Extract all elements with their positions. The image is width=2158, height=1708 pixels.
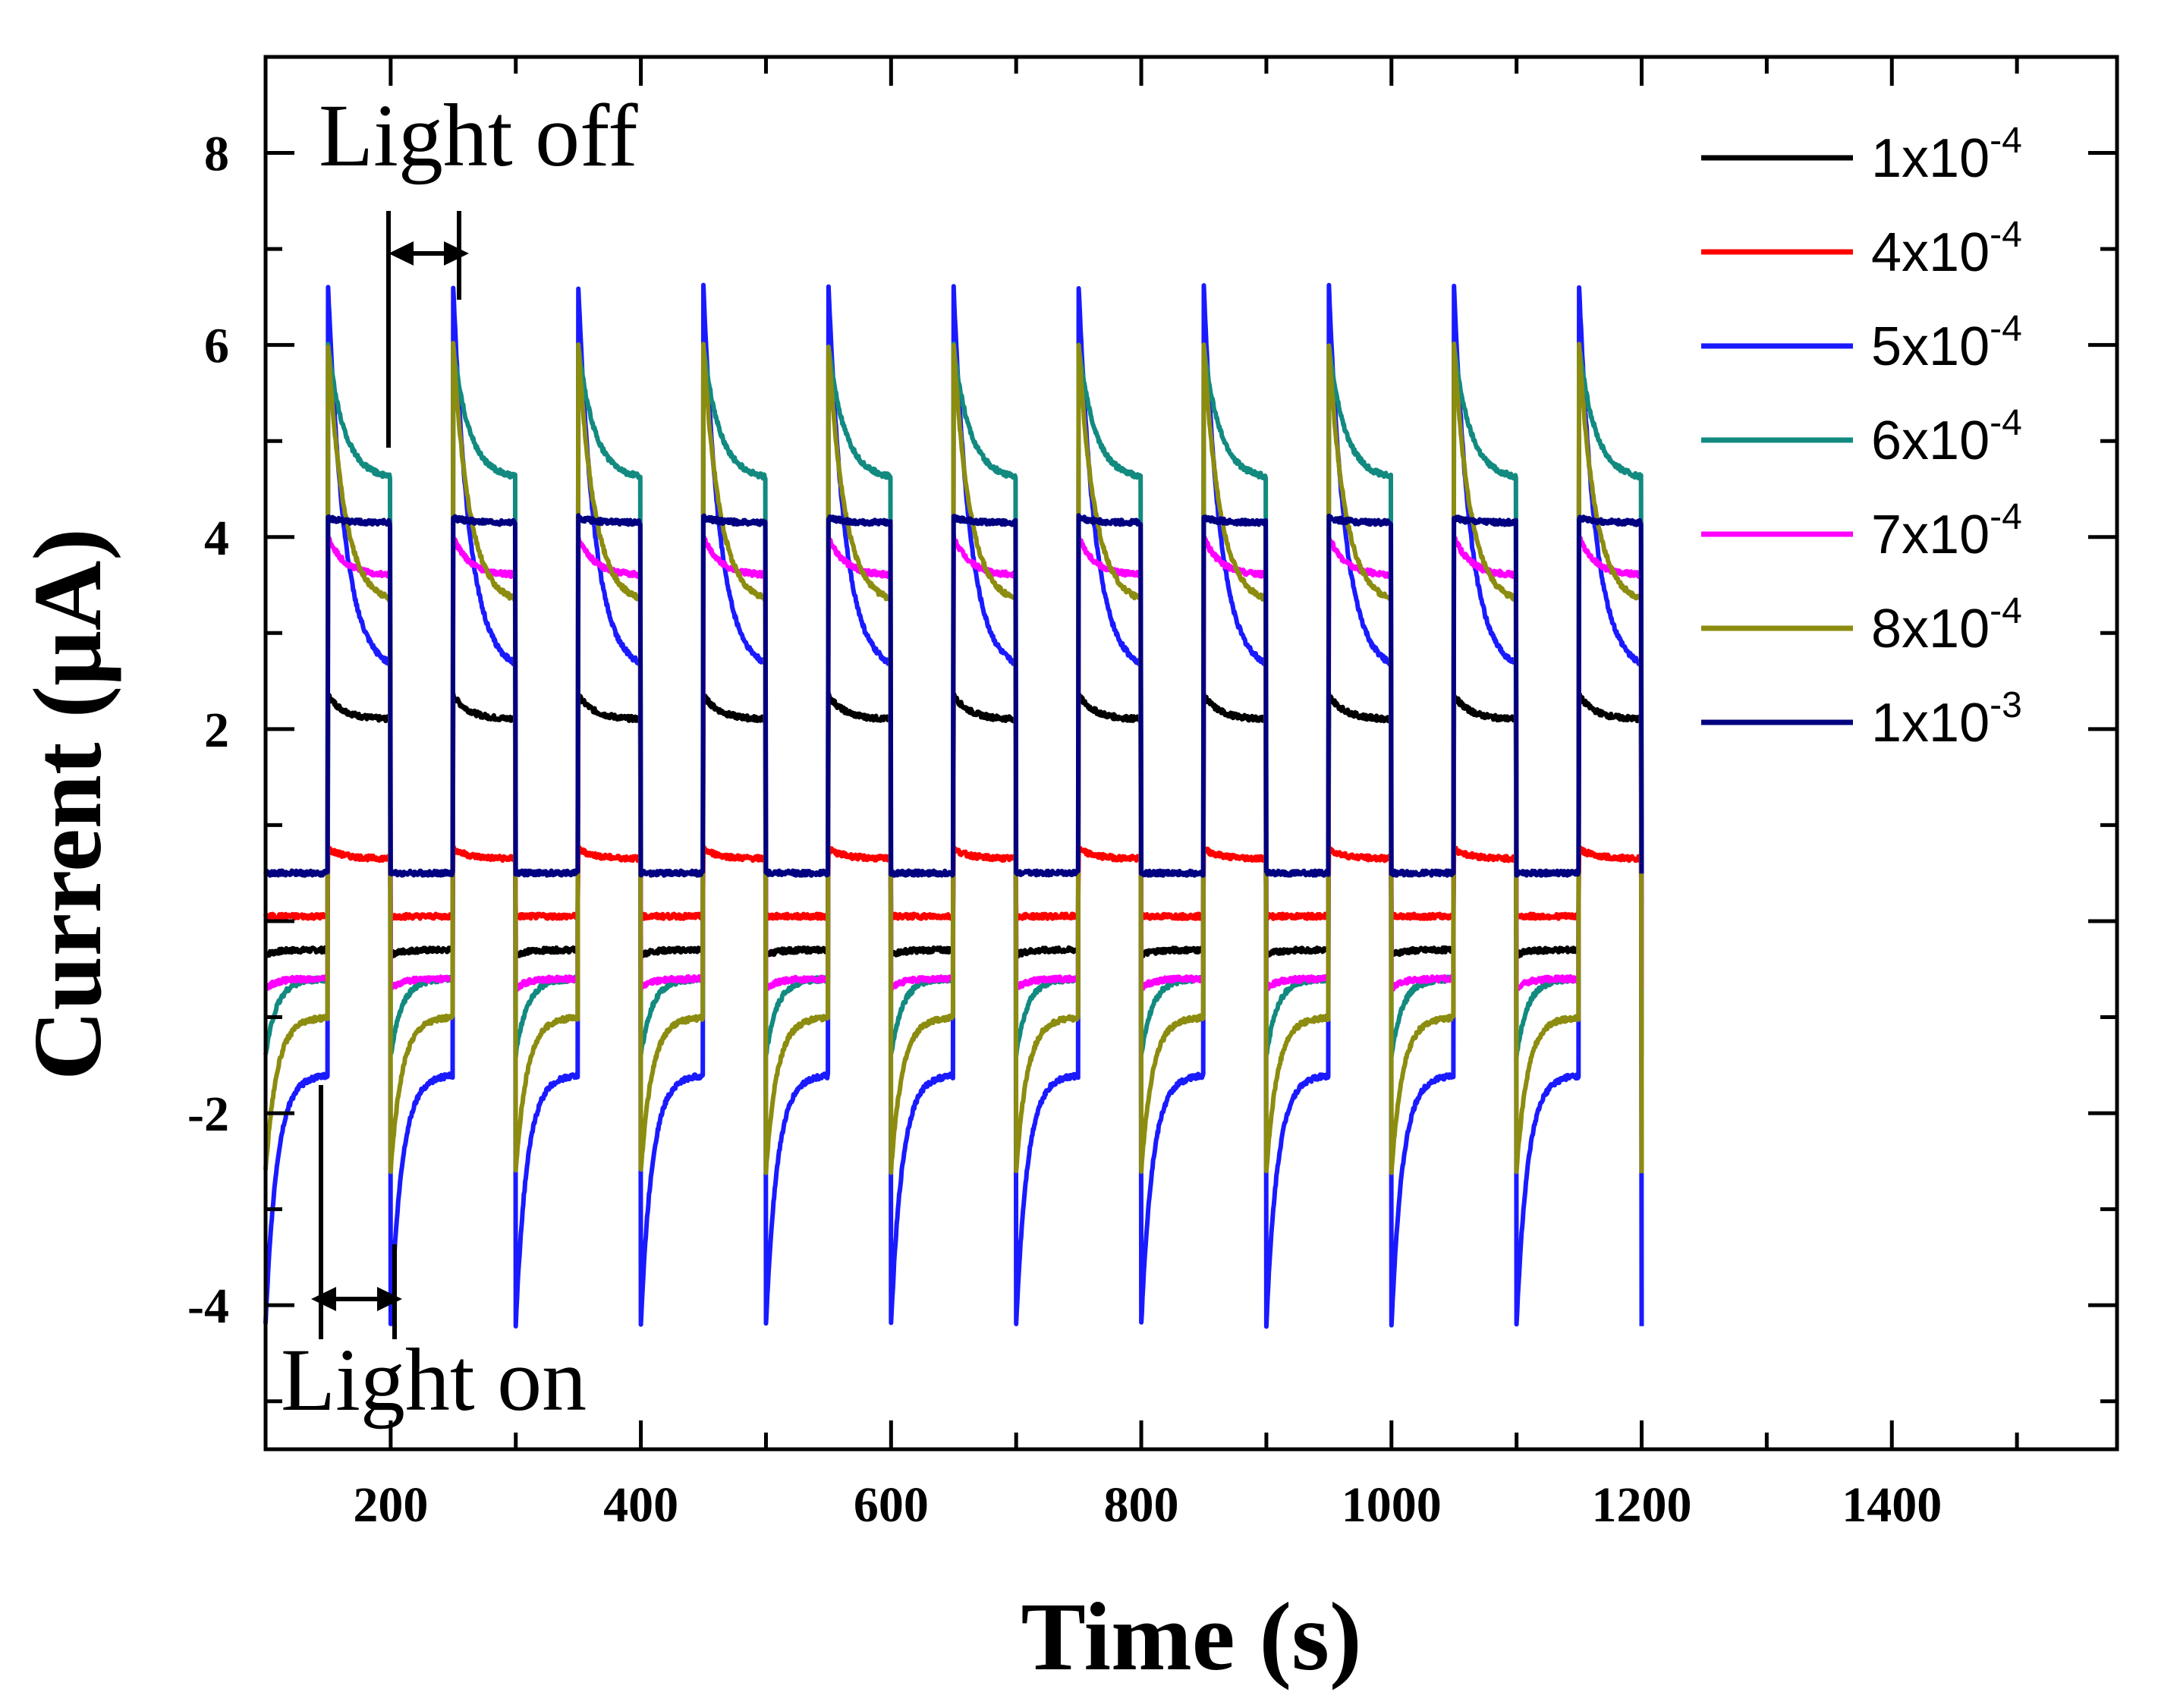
x-axis-title: Time (s)	[1021, 1583, 1361, 1691]
annotation-light-off: Light off	[319, 86, 638, 185]
light-on-arrow-head-right	[377, 1287, 402, 1311]
legend-label-2: 5x10-4	[1871, 309, 2022, 377]
legend-label-4: 7x10-4	[1871, 497, 2022, 565]
x-tick-label: 1000	[1342, 1477, 1442, 1533]
series-layer	[263, 282, 1644, 1329]
annotation-light-on: Light on	[281, 1330, 587, 1430]
legend: 1x10-4 4x10-4 5x10-4 6x10-4 7x10-4 8x10-4 1x10…	[1701, 121, 2022, 753]
x-axis: 200 400 600 800 1000 1200 1400	[263, 57, 2019, 1533]
series-line-5	[263, 341, 1644, 1175]
series-line-6	[263, 513, 1644, 878]
y-tick-label: 4	[204, 511, 229, 566]
x-tick-label: 1200	[1592, 1477, 1692, 1533]
y-axis-title: Current (μA)	[14, 528, 121, 1080]
x-tick-label: 600	[854, 1477, 929, 1533]
y-tick-label: -2	[187, 1087, 229, 1142]
y-tick-label: 2	[204, 703, 229, 758]
y-tick-label: -4	[187, 1279, 229, 1334]
x-tick-label: 800	[1104, 1477, 1179, 1533]
series-line-2	[263, 282, 1644, 1329]
legend-label-6: 1x10-3	[1871, 685, 2022, 753]
x-tick-label: 200	[353, 1477, 428, 1533]
y-tick-label: 8	[204, 127, 229, 182]
y-axis: -4 -2 2 4 6 8	[187, 55, 2117, 1404]
legend-label-0: 1x10-4	[1871, 121, 2022, 189]
x-tick-label: 1400	[1842, 1477, 1942, 1533]
y-tick-label: 6	[204, 319, 229, 374]
light-off-arrow-head-left	[389, 241, 414, 266]
legend-label-3: 6x10-4	[1871, 403, 2022, 471]
legend-label-1: 4x10-4	[1871, 215, 2022, 283]
light-on-arrow-head-left	[311, 1287, 336, 1311]
x-tick-label: 400	[603, 1477, 678, 1533]
light-off-arrow	[386, 211, 469, 448]
annotations: Light off Light on	[281, 86, 638, 1430]
plot-frame	[263, 55, 2119, 1452]
light-on-arrow	[311, 1085, 402, 1339]
light-off-arrow-head-right	[444, 241, 469, 266]
legend-label-5: 8x10-4	[1871, 591, 2022, 659]
